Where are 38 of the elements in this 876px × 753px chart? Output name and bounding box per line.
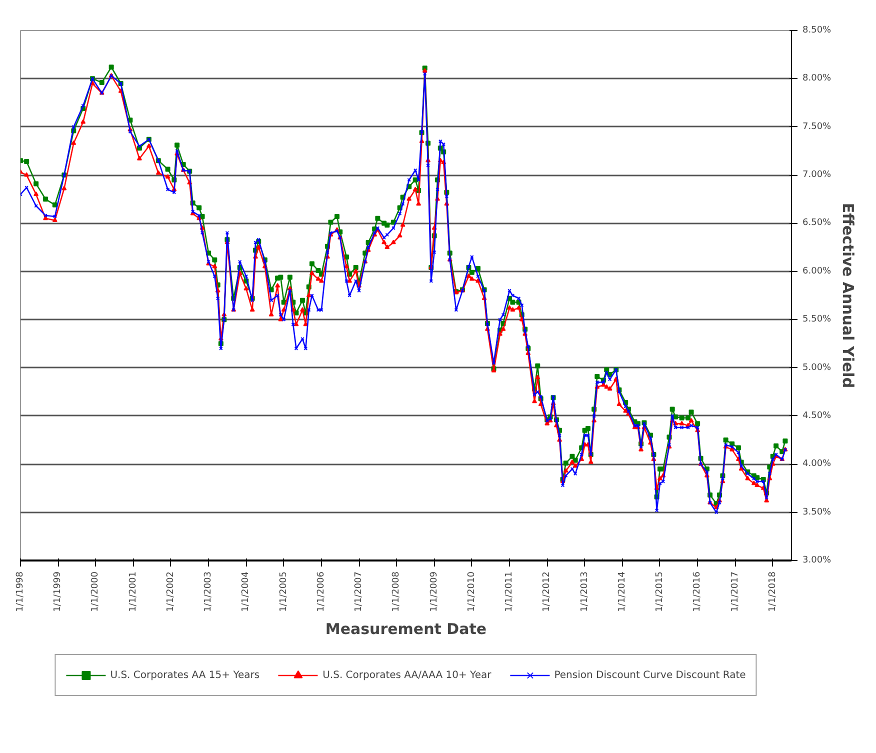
x-tick-label: 1/1/2007 (354, 572, 364, 612)
y-tick-label: 7.50% (802, 122, 832, 132)
y-tick-label: 4.00% (802, 459, 832, 470)
x-tick-label: 1/1/2015 (654, 572, 665, 612)
x-tick-label: 1/1/2018 (768, 571, 778, 612)
x-tick-label: 1/1/2012 (542, 572, 552, 612)
legend-label: Pension Discount Curve Discount Rate (554, 670, 746, 680)
y-tick-label: 7.00% (802, 170, 832, 180)
x-tick-label: 1/1/1999 (53, 571, 64, 612)
x-tick-label: 1/1/2011 (504, 572, 515, 612)
x-tick-label: 1/1/2004 (241, 571, 252, 612)
legend-label: U.S. Corporates AA 15+ Years (110, 670, 260, 680)
x-tick-label: 1/1/2001 (128, 572, 138, 612)
x-tick-label: 1/1/2017 (730, 572, 740, 612)
x-tick-label: 1/1/2005 (278, 572, 289, 612)
y-tick-label: 4.50% (802, 410, 832, 421)
x-tick-label: 1/1/2009 (429, 571, 440, 612)
y-tick-label: 8.50% (802, 26, 832, 36)
x-tick-label: 1/1/2000 (90, 571, 101, 612)
x-tick-label: 1/1/2013 (580, 572, 590, 612)
y-tick-label: 3.50% (802, 507, 832, 518)
x-tick-label: 1/1/2008 (392, 571, 402, 612)
y-tick-label: 6.50% (802, 218, 832, 228)
y-tick-label: 5.00% (802, 362, 832, 373)
x-tick-label: 1/1/2003 (204, 572, 214, 612)
y-tick-label: 5.50% (802, 314, 832, 325)
y-axis-title: Effective Annual Yield (839, 202, 858, 388)
y-tick-label: 6.00% (802, 266, 832, 276)
y-tick-label: 3.00% (802, 556, 832, 566)
x-tick-label: 1/1/2016 (692, 571, 703, 612)
y-tick-label: 8.00% (802, 74, 832, 84)
x-tick-label: 1/1/2002 (166, 572, 176, 612)
x-tick-label: 1/1/2014 (617, 571, 628, 612)
x-tick-label: 1/1/1998 (16, 571, 26, 612)
x-axis-title: Measurement Date (325, 620, 487, 638)
x-tick-label: 1/1/2006 (316, 571, 326, 612)
legend-label: U.S. Corporates AA/AAA 10+ Year (322, 670, 492, 680)
x-tick-label: 1/1/2010 (466, 571, 477, 612)
